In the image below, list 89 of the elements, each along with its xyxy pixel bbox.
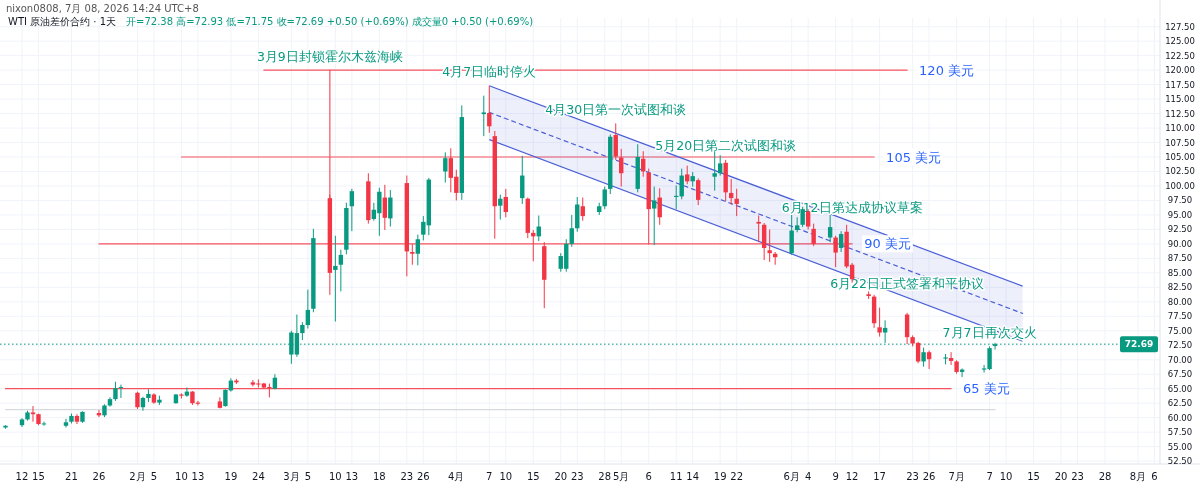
y-tick-label: 112.50 [1165, 108, 1195, 119]
y-tick-label: 65.00 [1167, 383, 1193, 394]
x-tick-label: 5 [150, 470, 158, 482]
x-tick-label: 21 [65, 470, 78, 482]
x-tick-label: 13 [191, 470, 205, 482]
y-tick-label: 122.50 [1165, 50, 1195, 61]
y-tick-label: 105.00 [1165, 152, 1195, 163]
y-tick-label: 125.00 [1165, 36, 1195, 47]
ref-line-label: 72.69 [1124, 339, 1154, 350]
annotation: 7月7日再次交火 [942, 324, 1037, 340]
y-tick-label: 52.50 [1167, 456, 1193, 467]
x-tick-label: 8月 [1129, 470, 1147, 482]
x-tick-label: 24 [252, 470, 265, 482]
x-tick-label: 6 [1151, 470, 1158, 482]
y-tick-label: 55.00 [1167, 441, 1193, 452]
y-tick-label: 92.50 [1167, 224, 1193, 235]
x-tick-label: 23 [400, 470, 414, 482]
annotation: 4月7日临时停火 [442, 64, 537, 80]
y-tick-label: 57.50 [1167, 427, 1193, 438]
x-tick-label: 20 [1054, 470, 1068, 482]
chart-subtitle: 开=72.38 高=72.93 低=71.75 收=72.69 +0.50 (+0.69%) 成交量0 +0.50 (+0.69%) [126, 15, 534, 27]
x-tick-label: 6 [645, 470, 652, 482]
x-tick-label: 14 [686, 470, 700, 482]
x-tick-label: 15 [1027, 470, 1040, 482]
x-tick-label: 19 [713, 470, 727, 482]
series-name: 120 美元 [917, 61, 977, 79]
x-tick-label: 4 [804, 470, 812, 482]
x-tick-label: 7 [486, 470, 493, 482]
y-tick-label: 115.00 [1165, 94, 1195, 105]
x-tick-label: 23 [906, 470, 919, 482]
x-tick-label: 15 [32, 470, 45, 482]
x-tick-label: 12 [845, 470, 859, 482]
y-tick-label: 97.50 [1167, 195, 1193, 206]
x-tick-label: 10 [999, 470, 1013, 482]
y-tick-label: 72.50 [1167, 340, 1193, 351]
x-tick-label: 12 [15, 470, 29, 482]
y-tick-label: 67.50 [1167, 369, 1193, 380]
x-tick-label: 11 [669, 470, 683, 482]
x-tick-label: 3月 [283, 470, 300, 482]
annotation: 3月9日封锁霍尔木兹海峡 [256, 48, 403, 64]
y-tick-label: 60.00 [1167, 412, 1193, 423]
x-tick-label: 18 [372, 470, 386, 482]
x-tick-label: 17 [873, 470, 886, 482]
y-tick-label: 117.50 [1165, 79, 1195, 90]
y-tick-label: 77.50 [1167, 311, 1193, 322]
y-tick-label: 87.50 [1167, 253, 1193, 264]
y-tick-label: 110.00 [1165, 123, 1195, 134]
y-tick-label: 120.00 [1165, 65, 1195, 76]
y-tick-label: 75.00 [1167, 325, 1193, 336]
x-tick-label: 26 [92, 470, 106, 482]
x-tick-label: 9 [832, 470, 839, 482]
series-name: 90 美元 [862, 235, 913, 253]
x-tick-label: 28 [1098, 470, 1112, 482]
x-tick-label: 26 [922, 470, 936, 482]
x-tick-label: 28 [598, 470, 612, 482]
x-tick-label: 10 [499, 470, 513, 482]
x-tick-label: 4月 [448, 470, 465, 482]
x-tick-label: 23 [1071, 470, 1084, 482]
y-tick-label: 62.50 [1167, 398, 1193, 409]
y-tick-label: 82.50 [1167, 282, 1193, 293]
series-name: 65 美元 [961, 380, 1012, 398]
y-tick-label: 127.50 [1165, 21, 1195, 32]
y-tick-label: 85.00 [1167, 267, 1193, 278]
x-tick-label: 26 [416, 470, 430, 482]
x-tick-label: 7 [986, 470, 993, 482]
x-tick-label: 22 [730, 470, 744, 482]
x-tick-label: 5月 [613, 470, 630, 482]
series-name: 105 美元 [884, 148, 944, 166]
x-tick-label: 23 [570, 470, 584, 482]
x-tick-label: 2月 [129, 470, 146, 482]
x-tick-label: 10 [175, 470, 188, 482]
y-tick-label: 70.00 [1167, 354, 1193, 365]
text: nixon0808, 7月 08, 2026 14:24 UTC+8 [6, 2, 199, 14]
y-tick-label: 90.00 [1167, 238, 1193, 249]
y-tick-label: 102.50 [1165, 166, 1195, 177]
x-tick-label: 7月 [948, 470, 965, 482]
x-tick-label: 15 [526, 470, 540, 482]
x-tick-label: 19 [224, 470, 238, 482]
y-tick-label: 107.50 [1165, 137, 1195, 148]
y-tick-label: 80.00 [1167, 296, 1193, 307]
x-tick-label: 20 [554, 470, 568, 482]
annotation: 5月20日第二次试图和谈 [655, 138, 797, 154]
chart-title: WTI 原油差价合约 · 1天 [8, 15, 117, 27]
x-tick-label: 6月 [783, 470, 800, 482]
x-tick-label: 5 [304, 470, 312, 482]
y-tick-label: 100.00 [1165, 180, 1195, 191]
x-tick-label: 13 [345, 470, 359, 482]
x-tick-label: 10 [328, 470, 342, 482]
y-tick-label: 95.00 [1167, 209, 1193, 220]
